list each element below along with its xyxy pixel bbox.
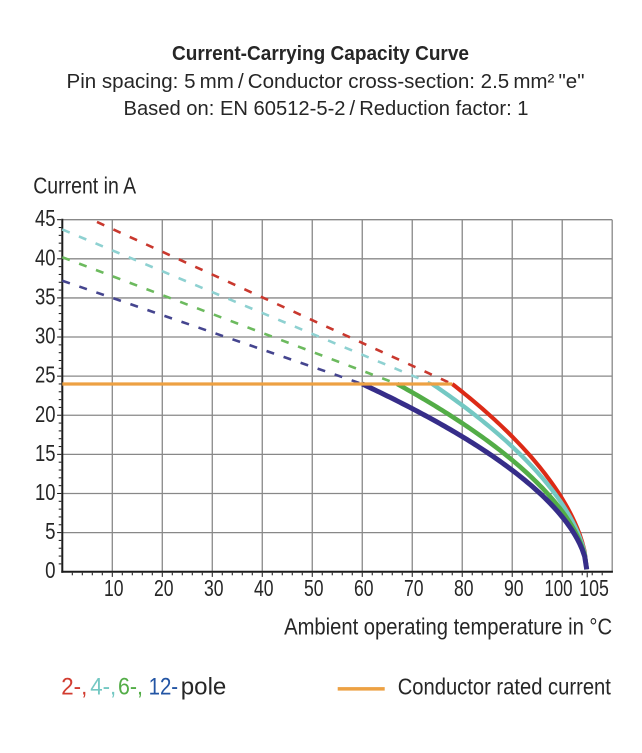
svg-text:4-,: 4-, xyxy=(90,674,116,701)
svg-text:Current-Carrying Capacity Curv: Current-Carrying Capacity Curve xyxy=(172,42,469,65)
svg-text:Conductor rated current: Conductor rated current xyxy=(398,674,612,700)
svg-text:80: 80 xyxy=(454,575,474,601)
svg-text:105: 105 xyxy=(579,575,609,601)
svg-text:0: 0 xyxy=(45,557,55,583)
svg-text:6-,: 6-, xyxy=(118,674,143,701)
svg-text:Pin spacing: 5 mm / Conductor: Pin spacing: 5 mm / Conductor cross-sect… xyxy=(67,70,585,93)
svg-text:15: 15 xyxy=(35,440,56,466)
svg-text:Based on: EN 60512-5-2 / Reduc: Based on: EN 60512-5-2 / Reduction facto… xyxy=(124,97,529,120)
svg-text:20: 20 xyxy=(35,401,56,427)
svg-text:100: 100 xyxy=(544,575,572,601)
svg-text:40: 40 xyxy=(254,575,274,601)
svg-text:60: 60 xyxy=(354,575,374,601)
svg-text:50: 50 xyxy=(304,575,324,601)
svg-text:Ambient operating temperature: Ambient operating temperature in °C xyxy=(284,613,612,639)
svg-text:pole: pole xyxy=(181,674,227,701)
svg-text:25: 25 xyxy=(35,362,56,388)
svg-text:70: 70 xyxy=(404,575,424,601)
svg-text:90: 90 xyxy=(504,575,524,601)
svg-text:2-,: 2-, xyxy=(61,674,87,701)
svg-text:45: 45 xyxy=(35,205,56,231)
svg-text:12-: 12- xyxy=(149,674,179,701)
svg-text:35: 35 xyxy=(35,283,56,309)
svg-text:30: 30 xyxy=(204,575,224,601)
svg-text:20: 20 xyxy=(154,575,174,601)
svg-text:40: 40 xyxy=(35,244,56,270)
svg-text:10: 10 xyxy=(104,575,124,601)
svg-text:5: 5 xyxy=(45,518,55,544)
svg-text:Current in A: Current in A xyxy=(33,173,136,199)
svg-text:30: 30 xyxy=(35,323,56,349)
svg-text:10: 10 xyxy=(35,479,56,505)
